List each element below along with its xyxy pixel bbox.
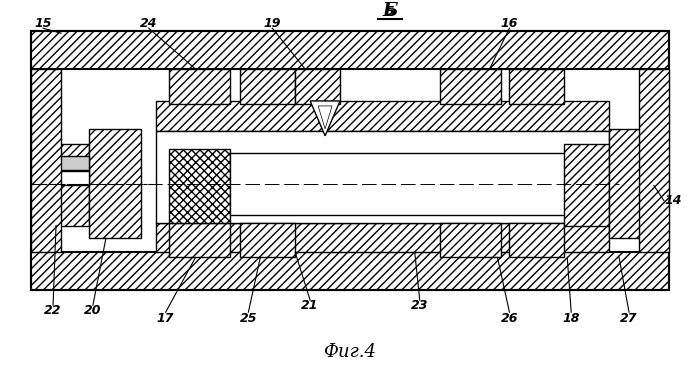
Bar — [31, 31, 669, 69]
Bar — [155, 131, 609, 223]
Bar — [240, 223, 295, 257]
Bar — [31, 31, 669, 290]
Bar — [169, 223, 230, 257]
Text: 24: 24 — [140, 17, 158, 30]
Bar — [169, 149, 230, 223]
Text: 26: 26 — [500, 312, 518, 325]
Text: 22: 22 — [44, 304, 62, 317]
Text: 25: 25 — [239, 312, 257, 325]
Bar — [510, 223, 564, 257]
Text: 18: 18 — [563, 312, 580, 325]
Bar — [609, 129, 661, 238]
Text: 27: 27 — [620, 312, 638, 325]
Bar — [639, 69, 669, 252]
Bar — [33, 144, 89, 226]
Bar — [33, 171, 89, 185]
Bar — [230, 153, 609, 215]
Bar — [440, 223, 501, 257]
Bar — [155, 223, 609, 252]
Text: 19: 19 — [263, 17, 281, 30]
Text: Фиг.4: Фиг.4 — [323, 343, 377, 361]
Bar — [31, 69, 61, 252]
Text: Б: Б — [385, 5, 395, 18]
Polygon shape — [318, 106, 332, 129]
Text: 16: 16 — [500, 17, 518, 30]
Bar — [155, 101, 609, 131]
Text: Б: Б — [382, 2, 398, 20]
Bar — [33, 156, 89, 170]
Bar — [89, 129, 141, 238]
Bar — [169, 69, 230, 104]
Bar — [240, 69, 295, 104]
Text: 20: 20 — [84, 304, 102, 317]
Bar — [31, 252, 669, 290]
Polygon shape — [310, 101, 340, 136]
Bar — [564, 144, 609, 226]
Text: 14: 14 — [664, 194, 682, 207]
Bar — [440, 69, 501, 104]
Text: 21: 21 — [302, 299, 319, 312]
Text: 15: 15 — [34, 17, 52, 30]
Bar — [295, 69, 340, 104]
Text: 17: 17 — [157, 312, 174, 325]
Text: 23: 23 — [411, 299, 428, 312]
Bar — [510, 69, 564, 104]
